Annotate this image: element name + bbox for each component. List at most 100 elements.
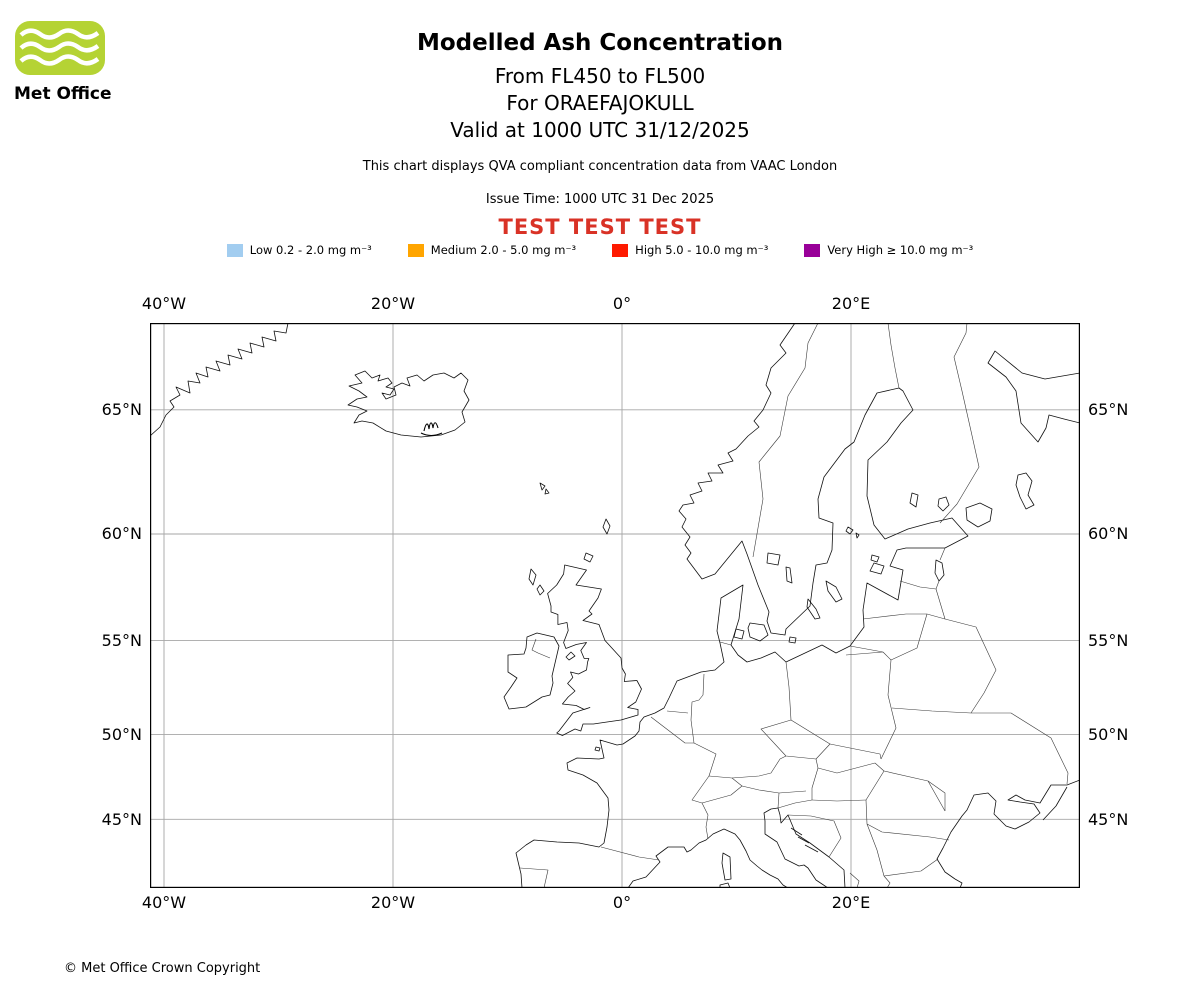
lon-label-bottom-40w: 40°W (141, 893, 187, 912)
lat-label-right-50n: 50°N (1088, 725, 1129, 744)
legend-label-medium: Medium 2.0 - 5.0 mg m⁻³ (430, 243, 577, 257)
border-poland-east (880, 659, 897, 760)
lat-label-left-45n: 45°N (101, 810, 142, 829)
border-czechia (760, 719, 831, 760)
border-portugal-spain (519, 867, 549, 888)
lat-label-left-55n: 55°N (101, 631, 142, 650)
coastline-mediterranean (627, 828, 789, 888)
lat-label-right-60n: 60°N (1088, 524, 1129, 543)
subtitle-volcano: For ORAEFAJOKULL (506, 91, 694, 115)
border-switzerland (691, 775, 743, 804)
coastline-ireland (503, 632, 560, 710)
met-office-logo-mark (15, 21, 105, 75)
island-aland (845, 526, 860, 539)
legend-swatch-low (226, 243, 243, 257)
country-borders (519, 323, 1069, 888)
border-ukraine-belarus (891, 707, 972, 714)
border-balkans-south (849, 872, 891, 888)
coastline-bosphorus (954, 878, 963, 888)
met-office-logo-text: Met Office (14, 84, 112, 104)
border-netherlands-germany (690, 673, 705, 721)
map-frame (150, 323, 1080, 888)
lon-label-bottom-20w: 20°W (370, 893, 416, 912)
border-france-spain (600, 846, 660, 861)
legend-item-very-high: Very High ≥ 10.0 mg m⁻³ (804, 243, 973, 257)
border-denmark-germany (719, 641, 732, 646)
border-romania-ukraine (883, 770, 946, 812)
border-austria-italy-slovenia (741, 785, 807, 794)
issue-time: Issue Time: 1000 UTC 31 Dec 2025 (485, 192, 715, 207)
lat-label-right-55n: 55°N (1088, 631, 1129, 650)
coastline-adriatic (763, 807, 846, 888)
border-romania-bulgaria (866, 823, 950, 841)
lon-label-top-40w: 40°W (141, 294, 187, 313)
coastlines (150, 323, 1080, 888)
map-panel (150, 323, 1080, 888)
legend-item-low: Low 0.2 - 2.0 mg m⁻³ (226, 243, 372, 257)
border-estonia-russia (935, 547, 946, 590)
lake-ladoga (965, 502, 993, 528)
coastline-greenland (150, 323, 289, 437)
lon-label-bottom-20e: 20°E (831, 893, 871, 912)
border-latvia-russia (935, 588, 946, 620)
border-aust-slovakia (815, 758, 819, 769)
island-faroe (539, 482, 550, 495)
lake-vanern (766, 552, 781, 566)
border-bulgaria-south (883, 858, 939, 877)
lat-label-right-45n: 45°N (1088, 810, 1129, 829)
test-banner: TEST TEST TEST (498, 215, 702, 239)
island-shetland (602, 518, 611, 535)
coastline-iceland (347, 370, 470, 438)
legend-item-high: High 5.0 - 10.0 mg m⁻³ (612, 243, 768, 257)
border-northern-ireland (531, 638, 551, 659)
graticule-grid (150, 323, 1080, 888)
concentration-legend: Low 0.2 - 2.0 mg m⁻³ Medium 2.0 - 5.0 mg… (0, 243, 1200, 257)
island-channel (594, 746, 601, 752)
border-slovakia-hungary (817, 762, 876, 774)
lake-onega (1015, 472, 1035, 510)
island-corsica (721, 852, 732, 881)
border-germany-austria (731, 755, 787, 779)
border-belarus-russia (944, 618, 997, 714)
border-slovenia-italy (777, 792, 780, 809)
island-oland (806, 598, 821, 620)
subtitle-flight-levels: From FL450 to FL500 (494, 64, 706, 88)
lat-label-left-60n: 60°N (101, 524, 142, 543)
coastline-kerch-russia (1042, 786, 1068, 821)
border-austria-hungary (811, 767, 819, 800)
lat-label-right-65n: 65°N (1088, 400, 1129, 419)
island-gotland (825, 580, 843, 603)
lon-label-top-20w: 20°W (370, 294, 416, 313)
coastline-great-britain (547, 564, 642, 736)
border-moldova (927, 780, 946, 811)
lon-label-top-0: 0° (612, 294, 632, 313)
lake-vattern (785, 566, 793, 584)
border-lithuania-belarus (890, 613, 928, 661)
border-sweden-finland (887, 323, 900, 389)
lake-saimaa (937, 496, 950, 512)
subtitle-valid-time: Valid at 1000 UTC 31/12/2025 (450, 118, 750, 142)
border-estonia-latvia (899, 580, 937, 590)
qva-description: This chart displays QVA compliant concen… (362, 159, 838, 174)
lat-label-left-50n: 50°N (101, 725, 142, 744)
legend-label-high: High 5.0 - 10.0 mg m⁻³ (635, 243, 769, 257)
page-title: Modelled Ash Concentration (416, 30, 784, 56)
lon-label-top-20e: 20°E (831, 294, 871, 313)
border-norway-sweden (752, 323, 819, 558)
border-france-italy (701, 802, 709, 840)
legend-swatch-high (612, 243, 629, 257)
lake-paijanne (909, 492, 919, 508)
legend-label-low: Low 0.2 - 2.0 mg m⁻³ (249, 243, 372, 257)
border-slovenia-croatia (777, 799, 813, 809)
border-hungary-south (811, 799, 867, 802)
coastline-white-sea (987, 350, 1080, 443)
legend-swatch-very-high (804, 243, 821, 257)
island-isle-of-man (565, 651, 576, 661)
border-france-belgium (650, 716, 694, 744)
coastline-scandinavia-baltic (515, 323, 969, 888)
border-serbia-west (865, 799, 885, 877)
lake-peipus (934, 559, 945, 582)
border-kaliningrad (845, 645, 892, 661)
border-germany-france (690, 719, 717, 777)
